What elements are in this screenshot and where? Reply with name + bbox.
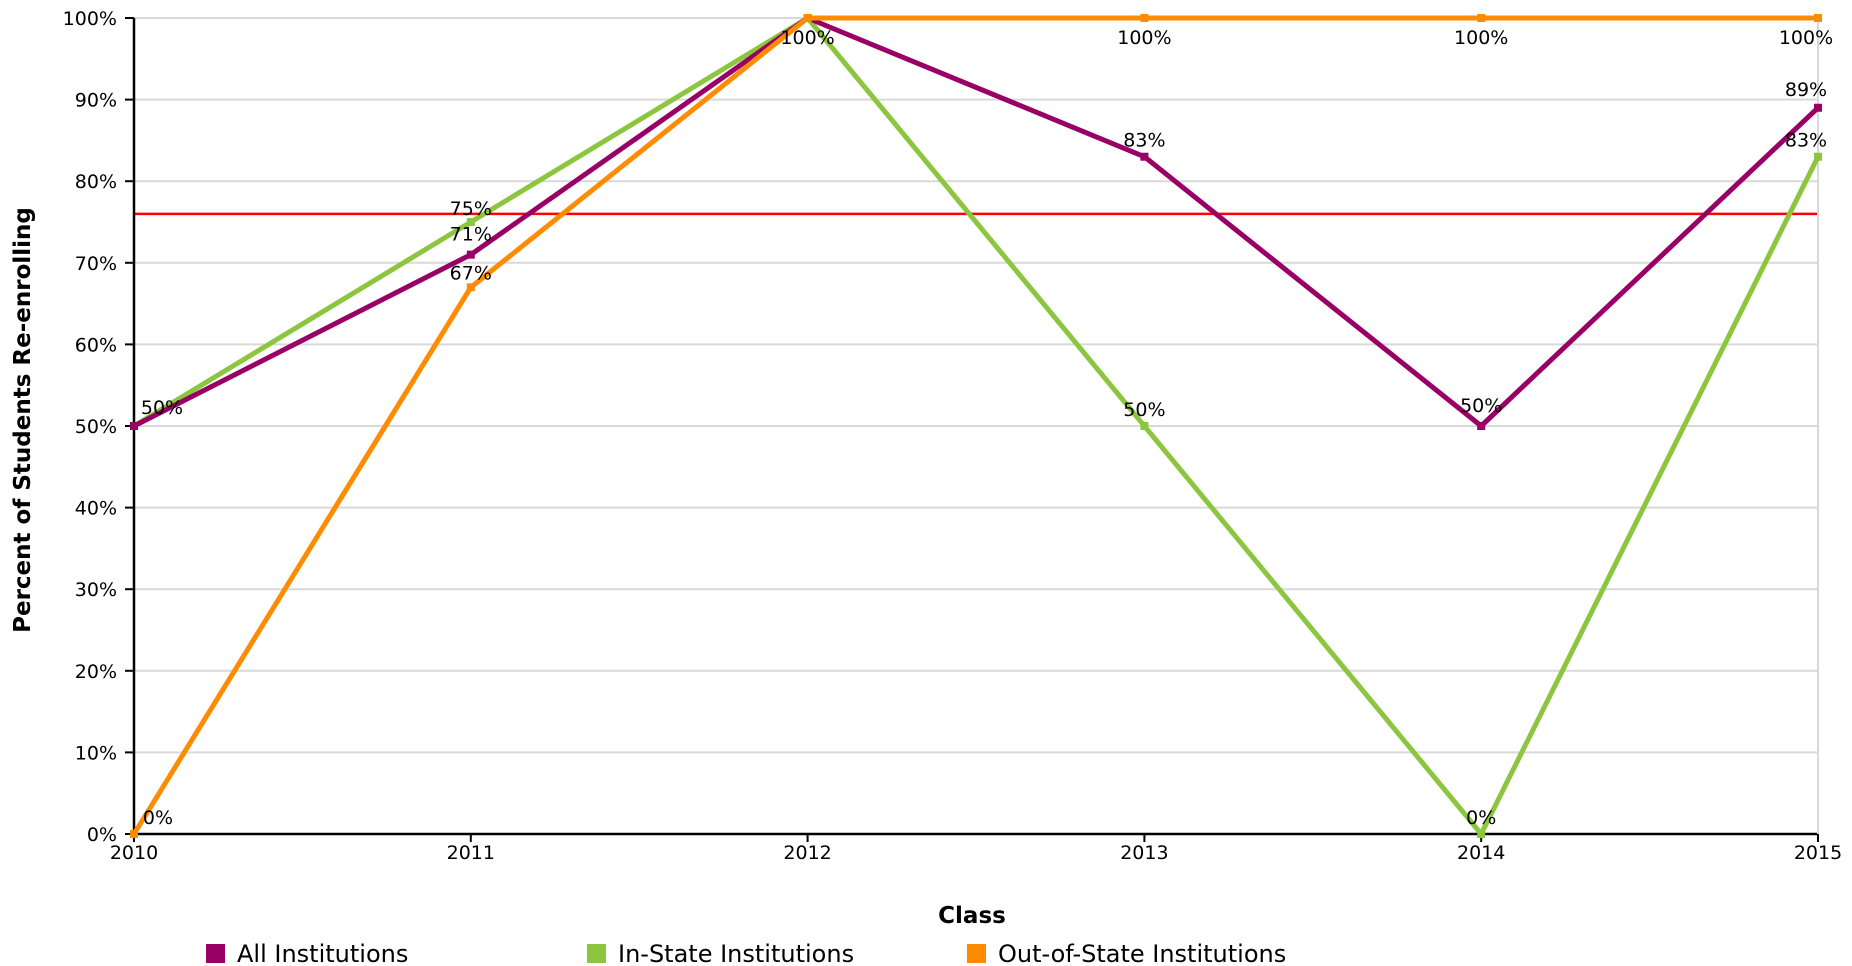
data-point xyxy=(1140,422,1149,430)
data-point xyxy=(1477,830,1486,838)
series-line-in-state-institutions xyxy=(132,15,1821,837)
data-point xyxy=(1140,152,1149,161)
x-tick-label: 2014 xyxy=(1457,842,1505,864)
x-tick-label: 2013 xyxy=(1120,842,1168,864)
y-tick-label: 0% xyxy=(87,824,117,846)
series-lines xyxy=(130,14,1822,838)
data-label: 83% xyxy=(1785,130,1827,152)
y-tick-label: 30% xyxy=(75,579,117,601)
data-point xyxy=(1140,14,1149,22)
data-label: 100% xyxy=(1454,27,1508,49)
y-tick-label: 90% xyxy=(75,90,117,112)
y-tick-label: 40% xyxy=(75,498,117,520)
y-tick-label: 100% xyxy=(63,8,117,30)
data-point xyxy=(1477,14,1486,22)
y-tick-label: 20% xyxy=(75,661,117,683)
y-tick-label: 70% xyxy=(75,253,117,275)
data-label: 0% xyxy=(1466,807,1496,829)
axes: 0% 10% 20% 30% 40% 50% 60% 70% 80% 90% 100% 2010 201… xyxy=(63,8,1843,864)
data-point xyxy=(466,283,475,292)
data-labels: 50% 71% 83% 50% 89% 75% 50% 0% 83% 0% 67% 100% 100% 1… xyxy=(141,27,1833,829)
legend: All Institutions In-State Institutions Out… xyxy=(206,940,1286,966)
data-point xyxy=(1814,14,1822,22)
data-point xyxy=(466,250,475,259)
series-line-all-institutions xyxy=(132,15,1820,429)
data-point xyxy=(130,422,138,430)
legend-swatch xyxy=(967,944,986,963)
data-label: 100% xyxy=(1117,27,1171,49)
y-tick-label: 60% xyxy=(75,334,117,356)
y-tick-label: 10% xyxy=(75,742,117,764)
grid-lines xyxy=(134,17,1818,754)
legend-label: In-State Institutions xyxy=(618,940,854,966)
data-label: 50% xyxy=(1123,399,1165,421)
data-label: 50% xyxy=(1460,395,1502,417)
legend-swatch xyxy=(206,944,225,963)
legend-label: Out-of-State Institutions xyxy=(998,940,1286,966)
data-label: 0% xyxy=(143,807,173,829)
data-point xyxy=(466,218,475,226)
series-line-out-of-state-institutions xyxy=(131,15,1818,836)
data-point xyxy=(1477,422,1486,430)
x-tick-label: 2011 xyxy=(447,842,495,864)
legend-swatch xyxy=(587,944,606,963)
data-label: 83% xyxy=(1123,130,1165,152)
x-axis-title: Class xyxy=(938,903,1006,929)
x-tick-label: 2012 xyxy=(783,842,831,864)
y-tick-label: 50% xyxy=(75,416,117,438)
data-label: 67% xyxy=(450,262,492,284)
data-label: 100% xyxy=(1779,27,1833,49)
data-point xyxy=(1814,103,1822,112)
x-tick-label: 2015 xyxy=(1794,842,1842,864)
legend-label: All Institutions xyxy=(237,940,408,966)
y-tick-label: 80% xyxy=(75,171,117,193)
data-point xyxy=(1814,152,1822,161)
data-label: 75% xyxy=(450,198,492,220)
y-axis-title: Percent of Students Re-enrolling xyxy=(10,207,36,633)
data-label: 100% xyxy=(780,27,834,49)
data-point xyxy=(803,14,812,22)
data-label: 89% xyxy=(1785,79,1827,101)
data-point xyxy=(130,830,138,838)
data-label: 71% xyxy=(450,224,492,246)
data-label: 50% xyxy=(141,397,183,419)
x-tick-label: 2010 xyxy=(110,842,158,864)
